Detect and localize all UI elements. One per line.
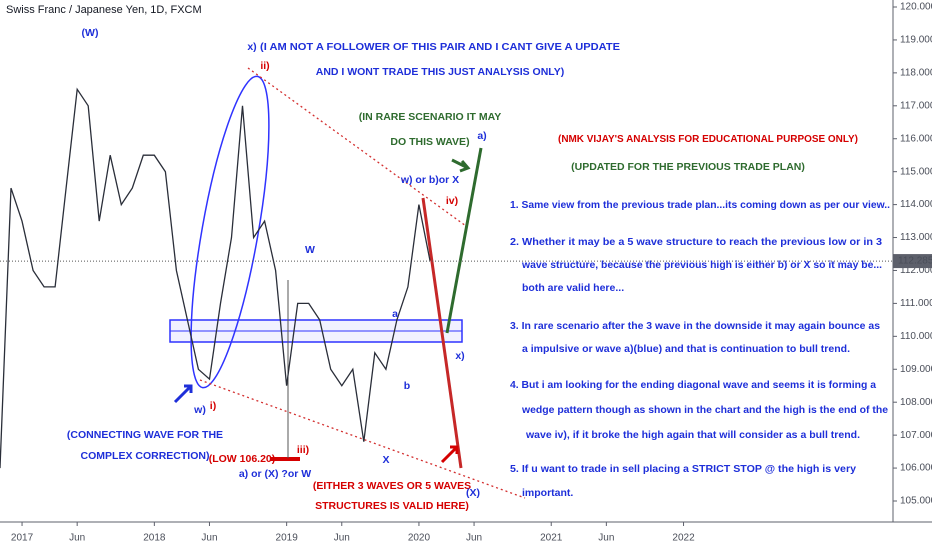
y-tick-label: 116.000 [900, 133, 932, 144]
annotation: w) [193, 404, 206, 416]
annotation: (EITHER 3 WAVES OR 5 WAVES [313, 480, 471, 492]
x-tick-label: 2018 [143, 533, 166, 544]
annotation: important. [522, 487, 573, 499]
projection-line [421, 197, 463, 469]
plot [169, 67, 526, 499]
annotation: iv) [446, 195, 458, 207]
arrow [173, 384, 193, 404]
annotation: x) [247, 41, 256, 53]
y-tick-label: 105.000 [900, 496, 932, 507]
arrow [440, 445, 459, 464]
x-tick-label: Jun [201, 533, 217, 544]
x-tick-label: 2019 [276, 533, 299, 544]
annotation: (IN RARE SCENARIO IT MAY [359, 111, 502, 123]
y-tick-label: 117.000 [900, 100, 932, 111]
y-tick-label: 120.000 [900, 2, 932, 13]
annotation: (X) [466, 487, 480, 499]
price-line [0, 87, 431, 469]
last-price-label: 112.285 [898, 256, 932, 267]
annotation: STRUCTURES IS VALID HERE) [315, 500, 469, 512]
annotation: a) or (X) ?or W [239, 468, 311, 480]
annotation: COMPLEX CORRECTION) [81, 450, 210, 462]
y-tick-label: 119.000 [900, 35, 932, 46]
annotation: (CONNECTING WAVE FOR THE [67, 429, 223, 441]
annotation: 2. Whether it may be a 5 wave structure … [510, 236, 882, 248]
y-tick-label: 106.000 [900, 463, 932, 474]
annotation: both are valid here... [522, 282, 624, 294]
annotation: (LOW 106.20) [209, 453, 276, 465]
annotation: (W) [82, 27, 99, 39]
annotation: 3. In rare scenario after the 3 wave in … [510, 320, 880, 332]
y-tick-label: 114.000 [900, 199, 932, 210]
chart-title: Swiss Franc / Japanese Yen, 1D, FXCM [6, 4, 202, 16]
x-tick-label: 2021 [540, 533, 563, 544]
annotation: 1. Same view from the previous trade pla… [510, 199, 890, 211]
annotation: (NMK VIJAY'S ANALYSIS FOR EDUCATIONAL PU… [558, 133, 858, 145]
annotation: a) [477, 130, 486, 142]
annotation: b [404, 380, 410, 392]
annotation: x) [455, 350, 464, 362]
arrow [451, 158, 471, 173]
annotation: w) or b)or X [400, 174, 459, 186]
y-tick-label: 108.000 [900, 397, 932, 408]
y-tick-label: 112.000 [900, 265, 932, 276]
x-tick-label: 2022 [672, 533, 695, 544]
annotation: (I AM NOT A FOLLOWER OF THIS PAIR AND I … [260, 41, 620, 53]
annotation: wedge pattern though as shown in the cha… [521, 404, 888, 416]
x-tick-label: 2020 [408, 533, 431, 544]
annotation: W [305, 244, 315, 256]
annotation: 5. If u want to trade in sell placing a … [510, 463, 856, 475]
y-tick-label: 109.000 [900, 364, 932, 375]
x-tick-label: Jun [466, 533, 482, 544]
annotation: wave iv), if it broke the high again tha… [525, 429, 860, 441]
x-tick-label: 2017 [11, 533, 34, 544]
annotation: (UPDATED FOR THE PREVIOUS TRADE PLAN) [571, 161, 805, 173]
annotation: iii) [297, 444, 309, 456]
y-tick-label: 113.000 [900, 232, 932, 243]
y-tick-label: 110.000 [900, 331, 932, 342]
annotation: 4. But i am looking for the ending diago… [510, 379, 876, 391]
annotation: AND I WONT TRADE THIS JUST ANALYSIS ONLY… [316, 66, 565, 78]
annotation: wave structure, because the previous hig… [521, 259, 882, 271]
ellipse [190, 75, 270, 389]
y-tick-label: 107.000 [900, 430, 932, 441]
x-tick-label: Jun [69, 533, 85, 544]
annotation: X [382, 454, 389, 466]
annotation: DO THIS WAVE) [390, 136, 469, 148]
annotation: i) [210, 400, 216, 412]
projection-line [445, 147, 483, 334]
y-tick-label: 115.000 [900, 166, 932, 177]
x-tick-label: Jun [334, 533, 350, 544]
annotation: a impulsive or wave a)(blue) and that is… [522, 343, 850, 355]
last-price-badge [893, 254, 932, 269]
x-tick-label: Jun [598, 533, 614, 544]
y-tick-label: 111.000 [900, 298, 932, 309]
y-tick-label: 118.000 [900, 68, 932, 79]
annotation: a [392, 308, 398, 320]
annotation: ii) [260, 60, 269, 72]
